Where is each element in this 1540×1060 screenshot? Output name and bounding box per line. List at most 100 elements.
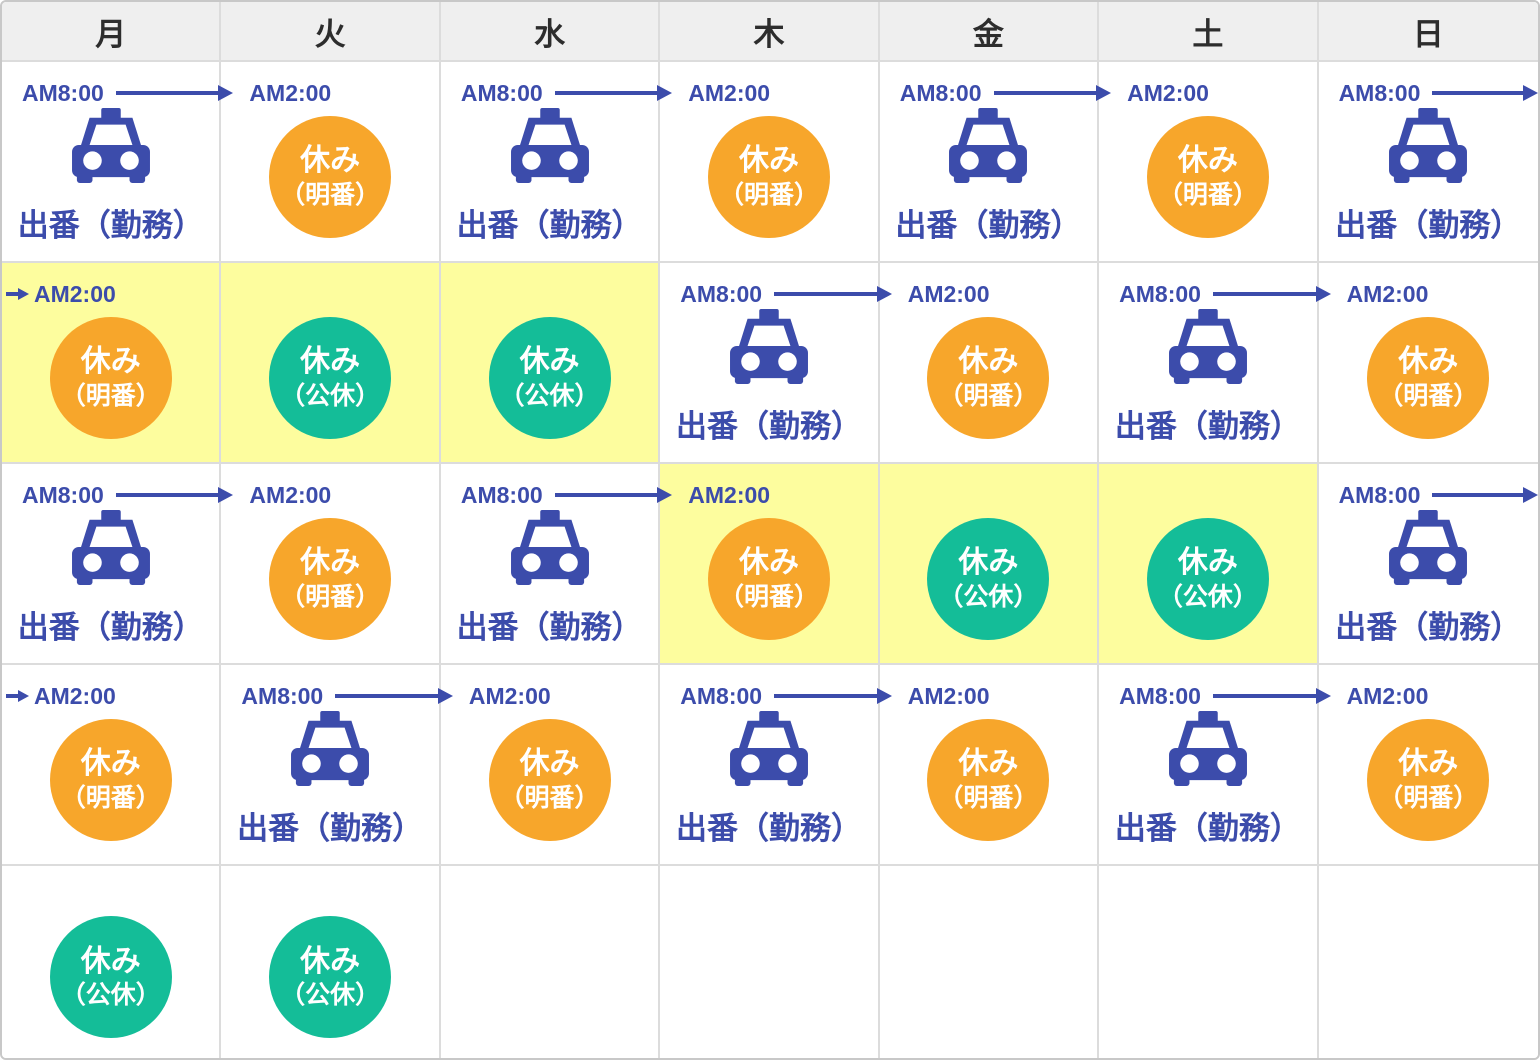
rest-kind-label: （明番） [60,381,161,410]
rest-label: 休み [80,345,141,379]
day-header-sun: 日 [1318,2,1538,62]
schedule-cell: AM2:00 休み （明番） [1318,263,1538,464]
rest-label: 休み [300,345,361,379]
schedule-cell: AM2:00 休み （明番） [1318,665,1538,866]
taxi-icon [722,711,816,787]
rest-kind-label: （明番） [718,582,819,611]
schedule-cell: 休み （公休） [2,866,222,1058]
rest-badge-koukyuu: 休み （公休） [269,316,392,439]
schedule-cell: AM8:00 出番（勤務） [440,464,661,665]
rest-label: 休み [958,345,1019,379]
rest-badge-koukyuu: 休み （公休） [927,517,1050,640]
schedule-cell: AM8:00 出番（勤務） [1099,263,1319,464]
shift-end-time: AM2:00 [907,682,990,709]
rest-badge-akeban: 休み （明番） [1367,316,1490,439]
rest-badge-akeban: 休み （明番） [707,517,830,640]
work-label: 出番（勤務） [17,208,204,243]
rest-badge-koukyuu: 休み （公休） [269,916,392,1038]
shift-duration-arrow [774,694,878,698]
shift-duration-arrow [1432,91,1523,95]
schedule-cell: AM8:00 出番（勤務） [660,665,880,866]
taxi-icon [283,711,377,787]
schedule-cell: 休み （公休） [879,464,1100,665]
rest-kind-label: （公休） [938,582,1039,611]
schedule-cell: 休み （公休） [1099,464,1319,665]
rest-badge-koukyuu: 休み （公休） [49,916,172,1038]
shift-duration-arrow [115,493,220,497]
taxi-icon [1161,711,1255,787]
schedule-cell [879,866,1100,1058]
schedule-cell: AM2:00 休み （明番） [660,62,880,263]
schedule-cell: AM2:00 休み （明番） [440,665,661,866]
schedule-cell [660,866,880,1058]
shift-start-time: AM8:00 [1119,682,1201,709]
work-label: 出番（勤務） [1114,811,1301,846]
taxi-icon [64,510,158,586]
shift-duration-arrow [335,694,439,698]
rest-kind-label: （明番） [1157,180,1258,209]
shift-end-time: AM2:00 [907,280,990,307]
work-label: 出番（勤務） [1335,610,1522,645]
schedule-cell: AM2:00 休み （明番） [221,62,441,263]
rest-badge-akeban: 休み （明番） [927,718,1050,841]
shift-end-time: AM2:00 [34,280,116,307]
shift-start-time: AM8:00 [460,481,543,508]
shift-duration-arrow [1212,694,1317,698]
rest-badge-akeban: 休み （明番） [49,718,172,841]
schedule-cell: AM8:00 出番（勤務） [2,464,222,665]
shift-start-time: AM8:00 [241,682,324,709]
shift-duration-arrow [554,91,659,95]
shift-start-time: AM8:00 [1119,280,1201,307]
rest-label: 休み [1398,345,1459,379]
shift-end-time: AM2:00 [688,79,771,106]
schedule-cell: 休み （公休） [221,866,441,1058]
day-header-wed: 水 [440,2,661,62]
rest-badge-akeban: 休み （明番） [269,115,392,238]
continuation-arrow-icon [6,694,18,698]
rest-kind-label: （明番） [1378,381,1479,410]
rest-label: 休み [958,747,1019,781]
taxi-icon [1161,309,1255,385]
rest-kind-label: （明番） [718,180,819,209]
rest-badge-akeban: 休み （明番） [1146,115,1269,238]
schedule-cell: AM8:00 出番（勤務） [2,62,222,263]
work-label: 出番（勤務） [456,610,643,645]
shift-start-time: AM8:00 [680,280,763,307]
rest-label: 休み [958,546,1019,580]
rest-kind-label: （明番） [499,783,600,812]
shift-duration-arrow [1432,493,1523,497]
schedule-cell: 休み （公休） [440,263,661,464]
rest-kind-label: （明番） [938,381,1039,410]
taxi-icon [1381,510,1475,586]
rest-kind-label: （公休） [60,981,161,1010]
rest-label: 休み [300,546,361,580]
shift-start-time: AM8:00 [680,682,763,709]
schedule-cell: AM2:00 休み （明番） [879,665,1100,866]
rest-kind-label: （明番） [280,582,381,611]
rest-label: 休み [300,944,361,978]
schedule-cell: AM2:00 休み （明番） [2,263,222,464]
rest-badge-akeban: 休み （明番） [927,316,1050,439]
schedule-cell: AM8:00 出番（勤務） [1318,62,1538,263]
shift-end-time: AM2:00 [1127,79,1209,106]
schedule-cell: AM2:00 休み （明番） [1099,62,1319,263]
work-label: 出番（勤務） [456,208,643,243]
work-label: 出番（勤務） [895,208,1082,243]
taxi-icon [503,108,597,184]
schedule-cell: AM2:00 休み （明番） [221,464,441,665]
schedule-cell [1318,866,1538,1058]
shift-start-time: AM8:00 [460,79,543,106]
shift-end-time: AM2:00 [688,481,771,508]
taxi-icon [503,510,597,586]
taxi-icon [64,108,158,184]
taxi-icon [941,108,1035,184]
taxi-icon [1381,108,1475,184]
continuation-arrow-icon [6,292,18,296]
schedule-cell: AM8:00 出番（勤務） [1318,464,1538,665]
work-label: 出番（勤務） [675,811,862,846]
rest-badge-akeban: 休み （明番） [1367,718,1490,841]
work-label: 出番（勤務） [17,610,204,645]
shift-duration-arrow [554,493,659,497]
work-label: 出番（勤務） [1335,208,1522,243]
